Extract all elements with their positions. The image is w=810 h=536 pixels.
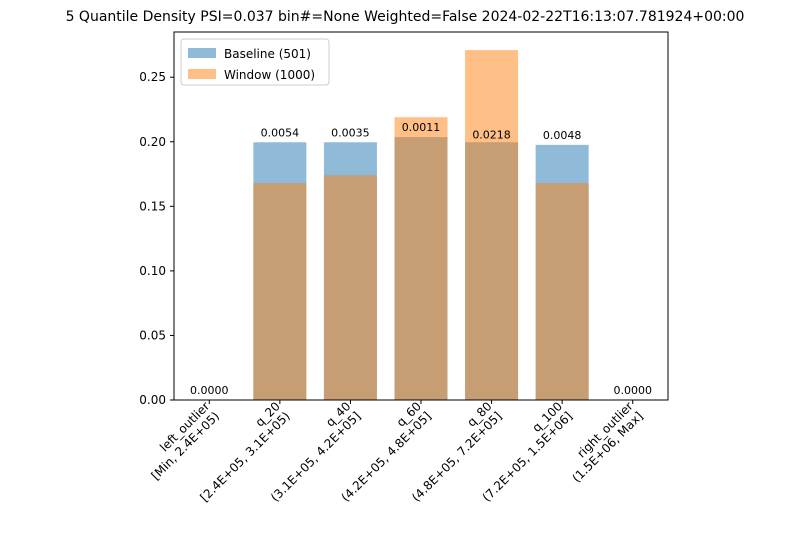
bar-labels-layer: 0.0000 0.0054 0.0035 0.0011 0.0218 0.0048 0.00… [190,121,652,397]
y-tick-label: 0.00 [139,393,166,407]
bar-value-label: 0.0000 [190,384,229,397]
y-tick-label: 0.10 [139,264,166,278]
y-tick-label: 0.20 [139,135,166,149]
legend: Baseline (501) Window (1000) [180,38,330,86]
bar-window-2 [323,175,377,400]
y-tick-label: 0.15 [139,199,166,213]
bar-value-label: 0.0000 [613,384,652,397]
y-tick-label: 0.25 [139,70,166,84]
x-tick-label-0: left_outlier[Min, 2.4E+05) [148,399,222,483]
chart-title: 5 Quantile Density PSI=0.037 bin#=None W… [66,9,745,25]
bar-value-label: 0.0218 [472,128,511,141]
bar-value-label: 0.0054 [261,126,300,139]
x-tick-label-6: right_outlier(1.5E+06, Max] [569,399,645,485]
legend-label-0: Baseline (501) [224,47,311,61]
bar-value-label: 0.0048 [543,129,582,142]
bar-window-5 [535,183,589,400]
bar-window-3 [394,117,448,400]
y-tick-label: 0.05 [139,328,166,342]
bar-value-label: 0.0035 [331,126,370,139]
legend-swatch-0 [188,48,216,58]
bars-layer [253,50,589,401]
bar-value-label: 0.0011 [402,121,441,134]
bar-window-1 [253,183,307,400]
legend-box [180,38,330,86]
bar-window-4 [465,50,519,400]
legend-swatch-1 [188,69,216,79]
legend-label-1: Window (1000) [224,68,315,82]
